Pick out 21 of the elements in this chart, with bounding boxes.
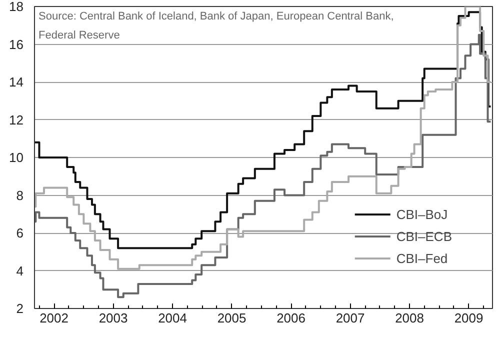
y-tick-label: 14 (9, 74, 24, 90)
x-tick-label: 2003 (98, 310, 128, 326)
legend-label: CBI–Fed (396, 250, 448, 266)
y-tick-label: 12 (9, 112, 24, 128)
y-tick-label: 4 (16, 263, 24, 278)
x-tick-label: 2007 (336, 310, 365, 326)
x-tick-label: 2002 (40, 310, 69, 326)
x-tick-label: 2004 (158, 310, 188, 326)
x-tick-label: 2009 (454, 310, 484, 326)
y-tick-label: 10 (9, 150, 24, 165)
y-tick-label: 8 (16, 188, 24, 203)
legend-label: CBI–BoJ (396, 206, 448, 222)
annotation: Source: Central Bank of Iceland, Bank of Japan, European Central Bank, Federal Reserve (38, 10, 394, 42)
y-tick-label: 16 (9, 36, 24, 52)
y-tick-label: 6 (16, 226, 24, 240)
legend-label: CBI–ECB (396, 228, 452, 244)
x-tick-label: 2008 (395, 310, 424, 326)
x-tick-label: 2006 (276, 310, 306, 326)
x-tick-label: 2005 (217, 310, 246, 326)
y-tick-label: 18 (9, 0, 24, 14)
y-tick-label: 2 (16, 301, 24, 316)
